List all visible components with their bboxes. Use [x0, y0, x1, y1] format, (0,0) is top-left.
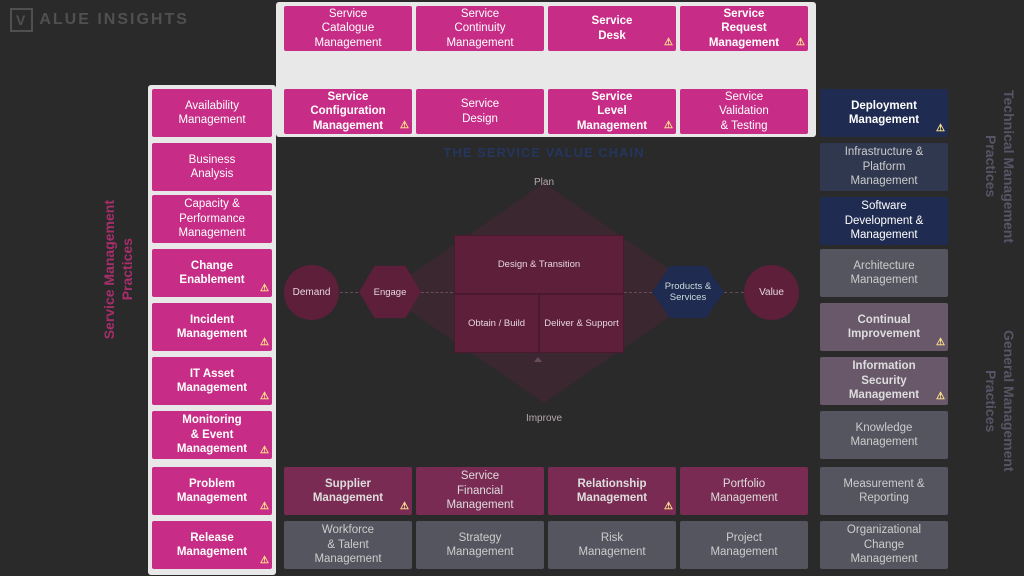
logo: V ALUE INSIGHTS	[10, 8, 189, 32]
warning-icon: ⚠	[400, 120, 409, 133]
warning-icon: ⚠	[936, 123, 945, 136]
practice-box: OrganizationalChangeManagement	[820, 521, 948, 569]
warning-icon: ⚠	[260, 283, 269, 296]
improve-label: Improve	[504, 413, 584, 424]
practice-box: ContinualImprovement⚠	[820, 303, 948, 351]
practice-box: InformationSecurityManagement⚠	[820, 357, 948, 405]
practice-box: Measurement &Reporting	[820, 467, 948, 515]
practice-box: RelationshipManagement⚠	[548, 467, 676, 515]
warning-icon: ⚠	[936, 337, 945, 350]
practice-box: DeploymentManagement⚠	[820, 89, 948, 137]
practice-box: IncidentManagement⚠	[152, 303, 272, 351]
label-service-mgmt: Service ManagementPractices	[100, 200, 136, 339]
warning-icon: ⚠	[260, 337, 269, 350]
warning-icon: ⚠	[664, 501, 673, 514]
practice-box: ReleaseManagement⚠	[152, 521, 272, 569]
practice-box: KnowledgeManagement	[820, 411, 948, 459]
practice-box: RiskManagement	[548, 521, 676, 569]
warning-icon: ⚠	[260, 445, 269, 458]
deliver-support-cell: Deliver & Support	[539, 294, 624, 353]
practice-box: ServiceFinancialManagement	[416, 467, 544, 515]
practice-box: Workforce& TalentManagement	[284, 521, 412, 569]
warning-icon: ⚠	[664, 120, 673, 133]
obtain-build-cell: Obtain / Build	[454, 294, 539, 353]
design-transition-cell: Design & Transition	[454, 235, 624, 294]
practice-box: Infrastructure &PlatformManagement	[820, 143, 948, 191]
warning-icon: ⚠	[400, 501, 409, 514]
service-value-chain-diagram: THE SERVICE VALUE CHAIN Plan Improve Dem…	[284, 145, 804, 445]
practice-box: ProjectManagement	[680, 521, 808, 569]
practice-box: ServiceLevelManagement⚠	[548, 89, 676, 134]
warning-icon: ⚠	[260, 501, 269, 514]
practice-box: PortfolioManagement	[680, 467, 808, 515]
practice-box: ServiceDesk⚠	[548, 6, 676, 51]
logo-text: ALUE INSIGHTS	[39, 11, 189, 29]
practice-box: IT AssetManagement⚠	[152, 357, 272, 405]
practice-box: BusinessAnalysis	[152, 143, 272, 191]
practice-box: Monitoring& EventManagement⚠	[152, 411, 272, 459]
center-block: Design & Transition Obtain / Build Deliv…	[454, 235, 624, 353]
warning-icon: ⚠	[796, 37, 805, 50]
practice-box: ServiceDesign	[416, 89, 544, 134]
connector	[340, 292, 358, 293]
practice-box: ProblemManagement⚠	[152, 467, 272, 515]
connector	[724, 292, 744, 293]
warning-icon: ⚠	[260, 391, 269, 404]
practice-box: ServiceContinuityManagement	[416, 6, 544, 51]
practice-box: ServiceCatalogueManagement	[284, 6, 412, 51]
practice-box: Capacity &PerformanceManagement	[152, 195, 272, 243]
practice-box: AvailabilityManagement	[152, 89, 272, 137]
practice-box: SoftwareDevelopment &Management	[820, 197, 948, 245]
warning-icon: ⚠	[664, 37, 673, 50]
connector	[421, 292, 453, 293]
practice-box: StrategyManagement	[416, 521, 544, 569]
practice-box: ChangeEnablement⚠	[152, 249, 272, 297]
practice-box: SupplierManagement⚠	[284, 467, 412, 515]
arrow-icon	[534, 357, 542, 362]
diagram-title: THE SERVICE VALUE CHAIN	[284, 145, 804, 160]
warning-icon: ⚠	[936, 391, 945, 404]
practice-box: ServiceRequestManagement⚠	[680, 6, 808, 51]
practice-box: ServiceConfigurationManagement⚠	[284, 89, 412, 134]
practice-box: ServiceValidation& Testing	[680, 89, 808, 134]
connector	[624, 292, 652, 293]
value-node: Value	[744, 265, 799, 320]
practice-box: ArchitectureManagement	[820, 249, 948, 297]
warning-icon: ⚠	[260, 555, 269, 568]
demand-node: Demand	[284, 265, 339, 320]
logo-mark: V	[10, 8, 33, 32]
label-general-mgmt: General ManagementPractices	[982, 330, 1018, 472]
plan-label: Plan	[504, 177, 584, 188]
label-technical-mgmt: Technical ManagementPractices	[982, 90, 1018, 243]
